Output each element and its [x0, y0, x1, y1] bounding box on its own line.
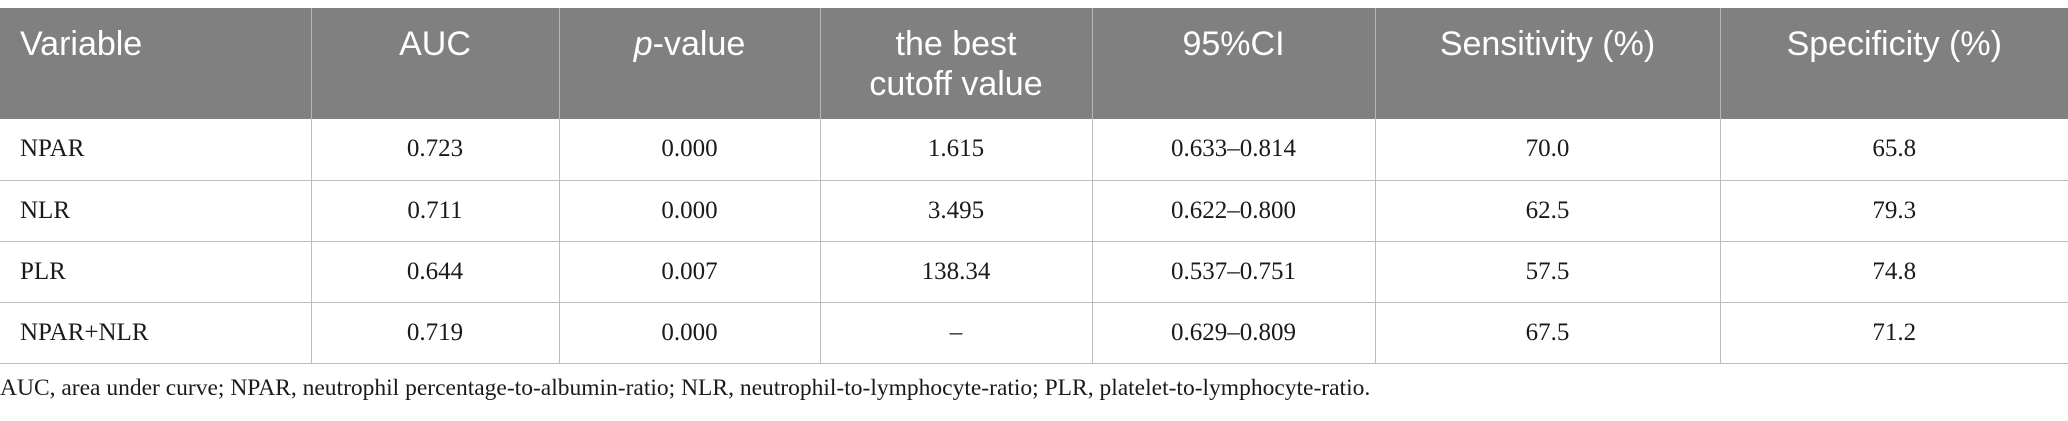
table-row: NLR 0.711 0.000 3.495 0.622–0.800 62.5 7…: [0, 180, 2068, 241]
cell-cutoff: 1.615: [820, 119, 1093, 180]
cell-auc: 0.711: [311, 180, 560, 241]
cell-cutoff: 138.34: [820, 241, 1093, 302]
header-best-cutoff-line1: the best: [895, 25, 1017, 63]
cell-cutoff: 3.495: [820, 180, 1093, 241]
header-95ci: 95%CI: [1092, 8, 1376, 119]
cell-95ci: 0.629–0.809: [1092, 302, 1376, 363]
header-p-value: p-value: [559, 8, 821, 119]
header-specificity: Specificity (%): [1786, 25, 2002, 63]
cell-auc: 0.719: [311, 302, 560, 363]
cell-variable: NPAR+NLR: [0, 302, 312, 363]
roc-results-table: Variable AUC p-value the best cutoff valu…: [0, 8, 2068, 364]
cell-auc: 0.723: [311, 119, 560, 180]
cell-p-value: 0.000: [559, 119, 821, 180]
header-variable: Variable: [0, 8, 312, 119]
table-row: PLR 0.644 0.007 138.34 0.537–0.751 57.5 …: [0, 241, 2068, 302]
table-row: NPAR 0.723 0.000 1.615 0.633–0.814 70.0 …: [0, 119, 2068, 180]
cell-variable: NPAR: [0, 119, 312, 180]
header-p-rest: -value: [652, 25, 746, 63]
cell-p-value: 0.007: [559, 241, 821, 302]
header-best-cutoff-line2: cutoff value: [869, 65, 1043, 103]
cell-specificity: 74.8: [1872, 257, 1917, 285]
cell-95ci: 0.537–0.751: [1092, 241, 1376, 302]
table-row: NPAR+NLR 0.719 0.000 – 0.629–0.809 67.5 …: [0, 302, 2068, 363]
header-sensitivity: Sensitivity (%): [1375, 8, 1721, 119]
cell-cutoff: –: [820, 302, 1093, 363]
results-table-container: Variable AUC p-value the best cutoff valu…: [0, 8, 2068, 364]
cell-variable: NLR: [0, 180, 312, 241]
cell-p-value: 0.000: [559, 302, 821, 363]
cell-variable: PLR: [0, 241, 312, 302]
table-body: NPAR 0.723 0.000 1.615 0.633–0.814 70.0 …: [0, 119, 2068, 363]
cell-sensitivity: 57.5: [1375, 241, 1721, 302]
cell-sensitivity: 62.5: [1375, 180, 1721, 241]
table-footnote: AUC, area under curve; NPAR, neutrophil …: [0, 375, 1371, 401]
header-auc: AUC: [311, 8, 560, 119]
cell-sensitivity: 67.5: [1375, 302, 1721, 363]
table-header: Variable AUC p-value the best cutoff valu…: [0, 8, 2068, 119]
cell-auc: 0.644: [311, 241, 560, 302]
header-best-cutoff: the best cutoff value: [820, 8, 1093, 119]
cell-95ci: 0.622–0.800: [1092, 180, 1376, 241]
cell-specificity: 65.8: [1872, 135, 1917, 163]
cell-specificity: 79.3: [1872, 196, 1917, 224]
cell-p-value: 0.000: [559, 180, 821, 241]
header-p-italic: p: [633, 25, 653, 63]
cell-95ci: 0.633–0.814: [1092, 119, 1376, 180]
cell-sensitivity: 70.0: [1375, 119, 1721, 180]
header-row: Variable AUC p-value the best cutoff valu…: [0, 8, 2068, 119]
cell-specificity: 71.2: [1872, 318, 1917, 346]
